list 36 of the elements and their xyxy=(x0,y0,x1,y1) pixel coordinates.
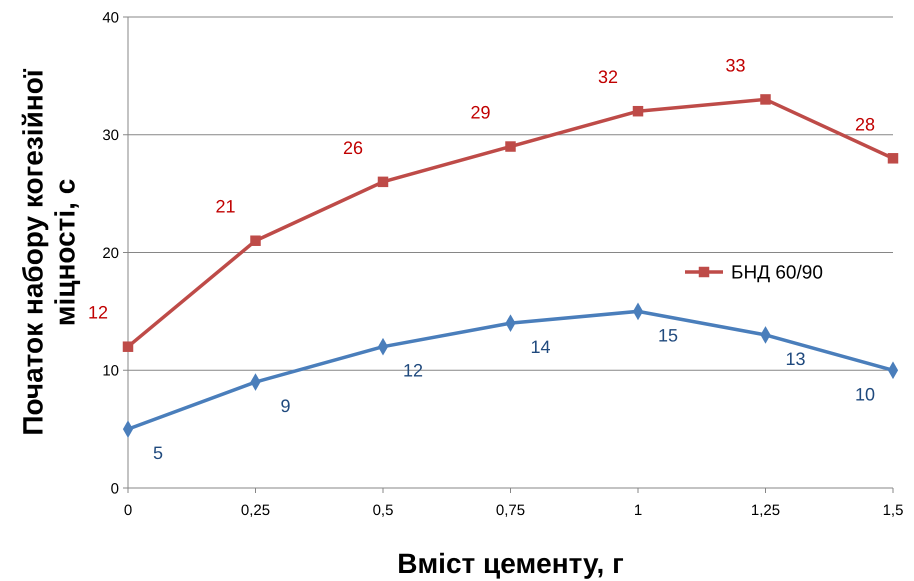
point xyxy=(760,94,771,105)
data-label: 33 xyxy=(725,55,746,76)
point xyxy=(378,176,388,188)
data-label: 29 xyxy=(470,102,491,123)
y-tick-label: 0 xyxy=(110,480,119,498)
data-label: 13 xyxy=(785,348,806,369)
x-tick-label: 0,5 xyxy=(372,502,394,519)
data-label: 21 xyxy=(215,196,236,217)
data-label: 32 xyxy=(598,67,618,88)
point xyxy=(505,141,516,152)
y-axis-title: Початок набору когезійної міцності, с xyxy=(17,68,81,436)
data-label: 10 xyxy=(854,384,876,404)
data-label: 12 xyxy=(402,360,424,381)
data-label: 28 xyxy=(854,114,876,134)
y-tick-label: 30 xyxy=(102,127,119,144)
x-tick-label: 0,25 xyxy=(240,502,270,519)
data-label: 5 xyxy=(152,443,164,464)
y-tick-label: 40 xyxy=(102,9,119,26)
data-label: 26 xyxy=(342,138,364,158)
point xyxy=(632,106,644,116)
point xyxy=(250,235,261,246)
x-tick-label: 0,75 xyxy=(496,502,526,519)
data-label: 9 xyxy=(280,396,291,416)
x-tick-label: 1,25 xyxy=(750,502,780,519)
data-label: 15 xyxy=(658,325,678,346)
x-tick-label: 1 xyxy=(634,502,642,519)
y-tick-label: 10 xyxy=(102,362,119,380)
x-tick-label: 0 xyxy=(124,502,132,519)
x-axis-title: Вміст цементу, г xyxy=(397,548,624,579)
y-tick-label: 20 xyxy=(102,244,119,262)
x-tick-label: 1,5 xyxy=(882,502,904,519)
data-label: 12 xyxy=(88,302,108,323)
point xyxy=(888,153,898,164)
legend-label: БНД 60/90 xyxy=(731,262,823,284)
point xyxy=(122,341,134,352)
data-label: 14 xyxy=(530,337,551,358)
